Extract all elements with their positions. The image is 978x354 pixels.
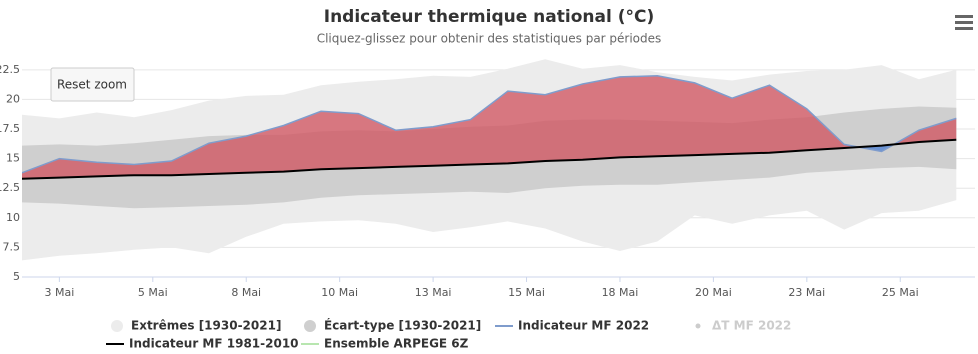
y-tick-label: 5 (13, 270, 20, 283)
legend-symbol (111, 320, 123, 332)
y-tick-label: 10 (6, 211, 20, 224)
x-tick-label: 3 Mai (44, 286, 74, 299)
legend-label[interactable]: Indicateur MF 2022 (518, 319, 649, 333)
y-tick-label: 15 (6, 152, 20, 165)
x-tick-label: 8 Mai (231, 286, 261, 299)
x-tick-label: 15 Mai (508, 286, 545, 299)
legend-label[interactable]: Ensemble ARPEGE 6Z (324, 337, 469, 351)
legend-item[interactable]: ΔT MF 2022 (695, 319, 792, 333)
legend-item[interactable]: Indicateur MF 2022 (495, 319, 649, 333)
legend-symbol (304, 320, 316, 332)
x-tick-label: 13 Mai (415, 286, 452, 299)
menu-button[interactable] (955, 15, 973, 30)
y-tick-label: 17.5 (0, 122, 20, 135)
x-tick-label: 23 Mai (788, 286, 825, 299)
series-line (22, 138, 957, 180)
legend-label[interactable]: ΔT MF 2022 (712, 319, 791, 333)
x-tick-label: 25 Mai (882, 286, 919, 299)
y-tick-label: 12.5 (0, 181, 20, 194)
x-tick-label: 10 Mai (321, 286, 358, 299)
y-tick-label: 22.5 (0, 63, 20, 76)
legend-item[interactable]: Ensemble ARPEGE 6Z (301, 337, 469, 351)
chart-subtitle: Cliquez-glissez pour obtenir des statist… (317, 32, 662, 46)
reset-zoom-button[interactable]: Reset zoom (50, 67, 135, 102)
deviation-above (22, 75, 957, 179)
x-tick-label: 20 Mai (695, 286, 732, 299)
legend-item[interactable]: Écart-type [1930-2021] (304, 318, 481, 333)
x-tick-label: 5 Mai (138, 286, 168, 299)
series-line (22, 75, 957, 174)
legend-label[interactable]: Indicateur MF 1981-2010 (129, 337, 299, 351)
legend-symbol (695, 323, 701, 329)
reset-zoom-label[interactable]: Reset zoom (57, 78, 127, 92)
y-tick-label: 20 (6, 92, 20, 105)
legend-item[interactable]: Indicateur MF 1981-2010 (106, 337, 299, 351)
legend-label[interactable]: Écart-type [1930-2021] (324, 318, 481, 333)
y-tick-label: 7.5 (3, 240, 21, 253)
legend-item[interactable]: Extrêmes [1930-2021] (111, 319, 281, 333)
chart-title: Indicateur thermique national (°C) (324, 7, 654, 27)
legend-label[interactable]: Extrêmes [1930-2021] (131, 319, 281, 333)
x-tick-label: 18 Mai (602, 286, 639, 299)
